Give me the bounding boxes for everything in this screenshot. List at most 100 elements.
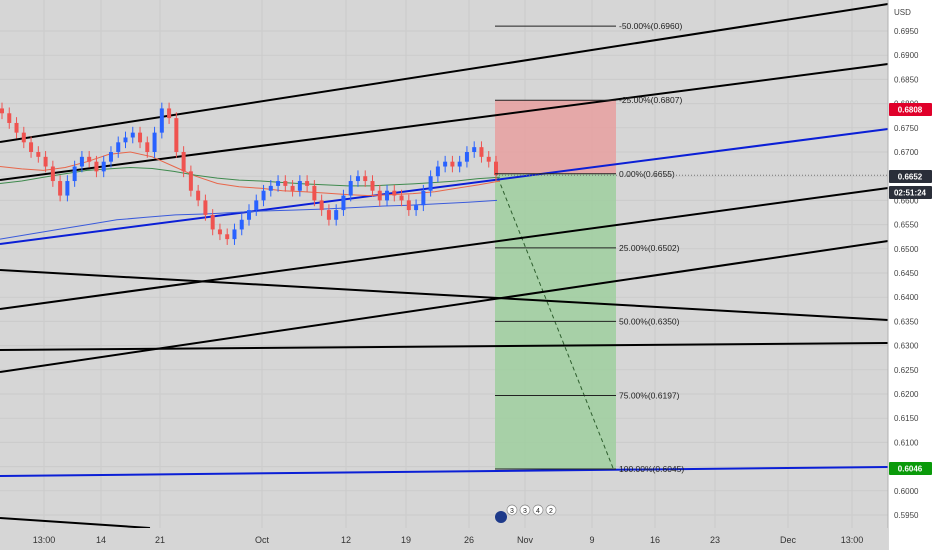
fib-level-label: 25.00%(0.6502) <box>619 243 680 253</box>
fib-levels[interactable]: -50.00%(0.6960) -25.00%(0.6807) 0.00%(0.66… <box>495 21 888 474</box>
candle-down <box>494 161 498 176</box>
candle-down <box>29 142 34 152</box>
trendlines[interactable] <box>0 3 889 529</box>
price-tick-label: 0.5950 <box>894 511 919 520</box>
price-badge <box>889 462 932 475</box>
trendline[interactable] <box>0 187 889 310</box>
candle-up <box>152 132 157 152</box>
trendline[interactable] <box>0 269 889 321</box>
event-marker-icon[interactable] <box>506 504 518 516</box>
event-marker-count: 3 <box>510 508 514 515</box>
support-line-blue[interactable] <box>0 466 889 477</box>
candle-up <box>276 181 281 186</box>
candle-up <box>355 176 360 182</box>
candle-up <box>239 219 244 230</box>
candle-down <box>326 210 331 220</box>
price-tick-label: 0.6550 <box>894 221 919 230</box>
price-tick-label: 0.6700 <box>894 148 919 157</box>
fib-level-label: -50.00%(0.6960) <box>619 21 682 31</box>
candle-up <box>268 185 273 191</box>
candle-down <box>43 156 48 167</box>
fib-level-label: 75.00%(0.6197) <box>619 390 680 400</box>
candle-down <box>305 181 310 186</box>
time-axis[interactable] <box>0 528 888 550</box>
candle-up <box>261 190 266 201</box>
time-tick-label: 21 <box>155 535 165 545</box>
time-tick-label: 26 <box>464 535 474 545</box>
price-badge-label: 02:51:24 <box>894 189 927 198</box>
trendline[interactable] <box>0 240 889 373</box>
price-badge <box>889 186 932 199</box>
trendline[interactable] <box>0 63 889 181</box>
candle-up <box>130 132 135 138</box>
candle-down <box>203 200 208 215</box>
trendline-blue[interactable] <box>0 128 889 245</box>
candle-up <box>421 190 426 206</box>
price-tick-label: 0.6200 <box>894 390 919 399</box>
candle-down <box>14 122 19 133</box>
candle-down <box>167 108 172 119</box>
trendline[interactable] <box>0 517 151 529</box>
time-tick-label: 16 <box>650 535 660 545</box>
candle-down <box>94 161 99 172</box>
price-tick-label: 0.6100 <box>894 438 919 447</box>
candle-up <box>414 205 419 211</box>
time-axis-ticks: 13:00 14 21 Oct 12 19 26 Nov 9 16 23 Dec 13:00 <box>33 535 864 545</box>
projection-path <box>497 177 614 469</box>
price-axis-ticks: 0.69500.69000.68500.68000.67500.67000.66… <box>894 27 919 520</box>
time-tick-label: 9 <box>589 535 594 545</box>
price-badge-label: 0.6652 <box>898 173 923 182</box>
candle-up <box>232 229 237 240</box>
stop-loss-zone[interactable] <box>495 100 616 174</box>
price-badges: 0.6808 0.6652 02:51:24 0.6046 <box>889 103 932 475</box>
event-marker-count: 3 <box>523 508 527 515</box>
candle-down <box>406 200 411 211</box>
candle-down <box>50 166 55 182</box>
price-tick-label: 0.6900 <box>894 51 919 60</box>
candle-down <box>181 152 186 172</box>
candle-down <box>217 229 222 235</box>
candle-up <box>72 166 77 182</box>
price-axis[interactable] <box>888 0 932 550</box>
candle-down <box>21 132 26 143</box>
time-tick-label: 19 <box>401 535 411 545</box>
candle-down <box>290 185 295 191</box>
candle-down <box>450 161 455 167</box>
candle-up <box>435 166 440 177</box>
flag-icon[interactable] <box>495 511 507 523</box>
candle-down <box>87 156 92 162</box>
candle-down <box>486 156 491 162</box>
candle-down <box>58 181 63 196</box>
candle-up <box>348 181 353 196</box>
price-badge <box>889 103 932 116</box>
price-tick-label: 0.6750 <box>894 124 919 133</box>
candle-up <box>247 210 251 220</box>
trendline[interactable] <box>0 3 889 143</box>
candle-down <box>392 190 397 196</box>
time-tick-label: 14 <box>96 535 106 545</box>
candle-down <box>370 181 375 191</box>
event-marker-count: 4 <box>536 508 540 515</box>
trendline[interactable] <box>0 342 889 351</box>
price-tick-label: 0.6350 <box>894 317 919 326</box>
price-badge <box>889 170 932 183</box>
event-marker-icon[interactable] <box>532 504 544 516</box>
price-axis-currency: USD <box>894 8 911 17</box>
candle-down <box>210 214 215 230</box>
event-marker-icon[interactable] <box>545 504 557 516</box>
risk-reward-zones[interactable] <box>495 100 616 470</box>
price-tick-label: 0.6600 <box>894 196 919 205</box>
candle-down <box>7 113 12 123</box>
candle-up <box>123 137 128 143</box>
candle-up <box>65 181 70 196</box>
event-marker-icon[interactable] <box>519 504 531 516</box>
price-tick-label: 0.6450 <box>894 269 919 278</box>
candle-down <box>319 200 324 211</box>
candle-up <box>101 161 106 172</box>
candle-down <box>377 190 382 201</box>
fib-level-label: 100.00%(0.6045) <box>619 464 684 474</box>
event-markers[interactable]: 3 3 4 2 <box>495 504 557 523</box>
price-tick-label: 0.6000 <box>894 487 919 496</box>
candle-down <box>174 118 179 152</box>
